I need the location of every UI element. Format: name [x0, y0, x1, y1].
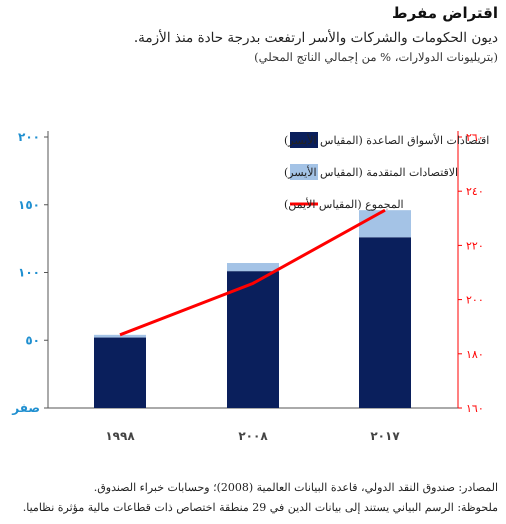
bar-emerging [227, 271, 279, 408]
sources-note: المصادر: صندوق النقد الدولي، قاعدة البيا… [93, 481, 498, 494]
left-tick-label: ١٥٠ [18, 198, 40, 212]
right-tick-label: ٢٠٠ [466, 294, 484, 307]
legend-label: اقتصادات الأسواق الصاعدة (المقياس الأيسر… [284, 133, 489, 147]
legend-label: المجموع (المقياس الأيمن) [284, 197, 404, 211]
x-tick-label: ١٩٩٨ [105, 429, 135, 443]
methodology-note: ملحوظة: الرسم البياني يستند إلى بيانات ا… [22, 501, 498, 514]
chart-title: اقتراض مفرط [392, 4, 498, 22]
left-tick-label: ٢٠٠ [18, 130, 40, 144]
right-tick-label: ١٨٠ [466, 348, 484, 361]
chart-footer: المصادر: صندوق النقد الدولي، قاعدة البيا… [4, 478, 498, 518]
chart-header: اقتراض مفرط ديون الحكومات والشركات والأس… [8, 4, 498, 64]
right-tick-label: ٢٤٠ [466, 185, 484, 198]
right-tick-label: ٢٦٠ [466, 131, 484, 144]
right-tick-label: ١٦٠ [466, 402, 484, 415]
bar-advanced [227, 263, 279, 272]
left-tick-label: صفر [11, 401, 40, 415]
debt-chart: صفر ٥٠ ١٠٠ ١٥٠ ٢٠٠ ١٦٠ ١٨٠ ٢٠٠ ٢٢٠ ٢٤٠ ٢٦٠ ١٩٩٨ ٢٠٠٨… [11, 130, 489, 443]
legend-label: الاقتصادات المتقدمة (المقياس الأيسر) [284, 165, 458, 179]
bar-advanced [94, 334, 146, 338]
legend-swatch [290, 132, 318, 148]
bar-emerging [94, 337, 146, 408]
bar-emerging [359, 237, 411, 408]
chart-units: (بتريليونات الدولارات، % من إجمالي النات… [254, 50, 498, 64]
chart-subtitle: ديون الحكومات والشركات والأسر ارتفعت بدر… [133, 30, 498, 46]
legend-swatch [290, 164, 318, 180]
bar-advanced [359, 210, 411, 238]
right-tick-label: ٢٢٠ [466, 239, 484, 252]
x-tick-label: ٢٠١٧ [370, 429, 400, 443]
x-tick-label: ٢٠٠٨ [238, 429, 268, 443]
total-line [119, 208, 386, 337]
left-tick-label: ١٠٠ [18, 266, 40, 280]
left-tick-label: ٥٠ [25, 333, 40, 347]
